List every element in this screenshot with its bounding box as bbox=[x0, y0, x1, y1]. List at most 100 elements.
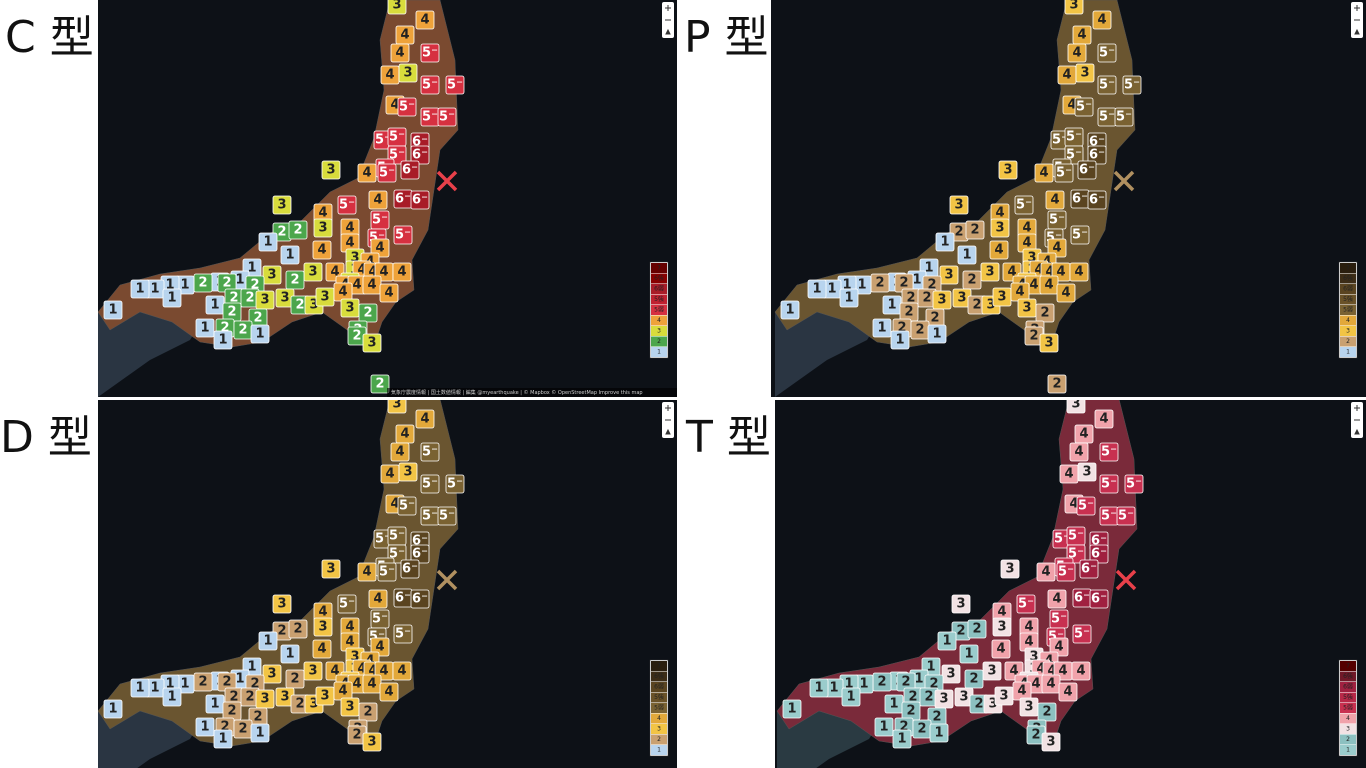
intensity-label: 3 bbox=[260, 293, 269, 308]
intensity-label: 3 bbox=[937, 293, 946, 308]
intensity-marker bbox=[213, 729, 233, 749]
intensity-label: 6⁻ bbox=[395, 591, 411, 606]
legend-swatch bbox=[651, 294, 667, 305]
legend-label: 5弱 bbox=[654, 307, 664, 314]
intensity-label: 3 bbox=[985, 265, 994, 280]
intensity-label: 1 bbox=[150, 282, 159, 297]
intensity-marker bbox=[1069, 442, 1089, 462]
intensity-marker bbox=[258, 232, 278, 252]
legend-label: 4 bbox=[657, 317, 661, 324]
intensity-label: 1 bbox=[844, 677, 853, 692]
intensity-label: 2 bbox=[277, 225, 286, 240]
intensity-marker bbox=[313, 617, 333, 637]
legend-swatch bbox=[651, 661, 667, 671]
intensity-label: 4 bbox=[1077, 28, 1086, 43]
intensity-label: 4 bbox=[385, 467, 394, 482]
attribution-bg bbox=[387, 388, 677, 397]
intensity-label: 4 bbox=[1052, 241, 1061, 256]
intensity-marker bbox=[420, 442, 440, 462]
intensity-marker bbox=[280, 245, 300, 265]
intensity-marker bbox=[400, 160, 420, 180]
intensity-label: 2 bbox=[915, 323, 924, 338]
intensity-marker bbox=[258, 631, 278, 651]
intensity-label: 4 bbox=[373, 592, 382, 607]
intensity-marker bbox=[397, 496, 417, 516]
intensity-label: 2 bbox=[972, 622, 981, 637]
intensity-marker bbox=[162, 288, 182, 308]
intensity-label: 2 bbox=[917, 722, 926, 737]
intensity-label: 1 bbox=[108, 303, 117, 318]
legend-swatch bbox=[651, 273, 667, 284]
intensity-label: 2 bbox=[927, 278, 936, 293]
intensity-marker bbox=[949, 195, 969, 215]
intensity-marker bbox=[1099, 474, 1119, 494]
intensity-label: 3 bbox=[277, 198, 286, 213]
intensity-label: 4 bbox=[338, 285, 347, 300]
intensity-label: 6⁻ bbox=[395, 192, 411, 207]
intensity-label: 5⁻ bbox=[1101, 509, 1117, 524]
intensity-marker bbox=[358, 702, 378, 722]
map-panel: 3445⁻4435⁻5⁻45⁻5⁻5⁻5⁻5⁻6⁻5⁻6⁻5⁻6⁻345⁻6⁻6… bbox=[98, 0, 677, 397]
intensity-marker bbox=[1069, 262, 1089, 282]
intensity-label: 3 bbox=[1082, 465, 1091, 480]
intensity-label: 1 bbox=[879, 720, 888, 735]
intensity-label: 1 bbox=[135, 681, 144, 696]
intensity-label: 2 bbox=[352, 329, 361, 344]
intensity-marker bbox=[362, 333, 382, 353]
legend-swatch bbox=[651, 284, 667, 294]
intensity-label: 3 bbox=[277, 597, 286, 612]
panel-title: D 型 bbox=[0, 412, 92, 463]
intensity-label: 5⁻ bbox=[1058, 565, 1074, 580]
legend-label: 7 bbox=[657, 265, 661, 272]
intensity-marker bbox=[410, 544, 430, 564]
intensity-label: 5⁻ bbox=[389, 130, 405, 145]
intensity-label: 6⁻ bbox=[1089, 193, 1105, 208]
intensity-marker bbox=[368, 190, 388, 210]
intensity-label: 4 bbox=[317, 642, 326, 657]
intensity-label: 4 bbox=[995, 206, 1004, 221]
intensity-marker bbox=[1097, 43, 1117, 63]
intensity-label: 2 bbox=[245, 690, 254, 705]
intensity-marker bbox=[288, 220, 308, 240]
intensity-label: 2 bbox=[222, 675, 231, 690]
intensity-label: 3 bbox=[997, 620, 1006, 635]
intensity-label: 2 bbox=[924, 690, 933, 705]
legend-label: 2 bbox=[1346, 736, 1350, 743]
zoom-icons bbox=[1354, 5, 1360, 35]
intensity-label: 2 bbox=[352, 728, 361, 743]
intensity-marker bbox=[892, 729, 912, 749]
legend-swatch bbox=[1340, 263, 1356, 273]
legend-label: 6強 bbox=[1343, 274, 1353, 282]
intensity-label: 2 bbox=[363, 306, 372, 321]
intensity-marker bbox=[321, 559, 341, 579]
panel-title: C 型 bbox=[5, 12, 94, 63]
legend-swatch bbox=[651, 347, 667, 357]
intensity-marker bbox=[377, 562, 397, 582]
legend-swatch bbox=[651, 703, 667, 713]
intensity-label: 2 bbox=[227, 704, 236, 719]
intensity-marker bbox=[312, 240, 332, 260]
legend-swatch bbox=[651, 713, 667, 724]
intensity-label: 5⁻ bbox=[1072, 228, 1088, 243]
intensity-label: 5⁻ bbox=[439, 110, 455, 125]
intensity-label: 3 bbox=[999, 689, 1008, 704]
intensity-label: 1 bbox=[787, 702, 796, 717]
intensity-marker bbox=[1047, 589, 1067, 609]
intensity-label: 4 bbox=[338, 684, 347, 699]
intensity-label: 6⁻ bbox=[402, 562, 418, 577]
intensity-label: 3 bbox=[308, 664, 317, 679]
legend-swatch bbox=[1340, 326, 1356, 336]
intensity-marker bbox=[280, 644, 300, 664]
intensity-label: 4 bbox=[420, 13, 429, 28]
intensity-marker bbox=[250, 723, 270, 743]
intensity-label: 4 bbox=[1007, 265, 1016, 280]
legend-label: 5強 bbox=[1343, 295, 1353, 303]
intensity-label: 1 bbox=[167, 690, 176, 705]
intensity-marker bbox=[951, 594, 971, 614]
intensity-label: 2 bbox=[899, 276, 908, 291]
intensity-label: 1 bbox=[285, 248, 294, 263]
intensity-label: 1 bbox=[135, 282, 144, 297]
legend-label: 6弱 bbox=[1343, 684, 1353, 691]
intensity-label: 3 bbox=[280, 291, 289, 306]
intensity-label: 3 bbox=[944, 268, 953, 283]
